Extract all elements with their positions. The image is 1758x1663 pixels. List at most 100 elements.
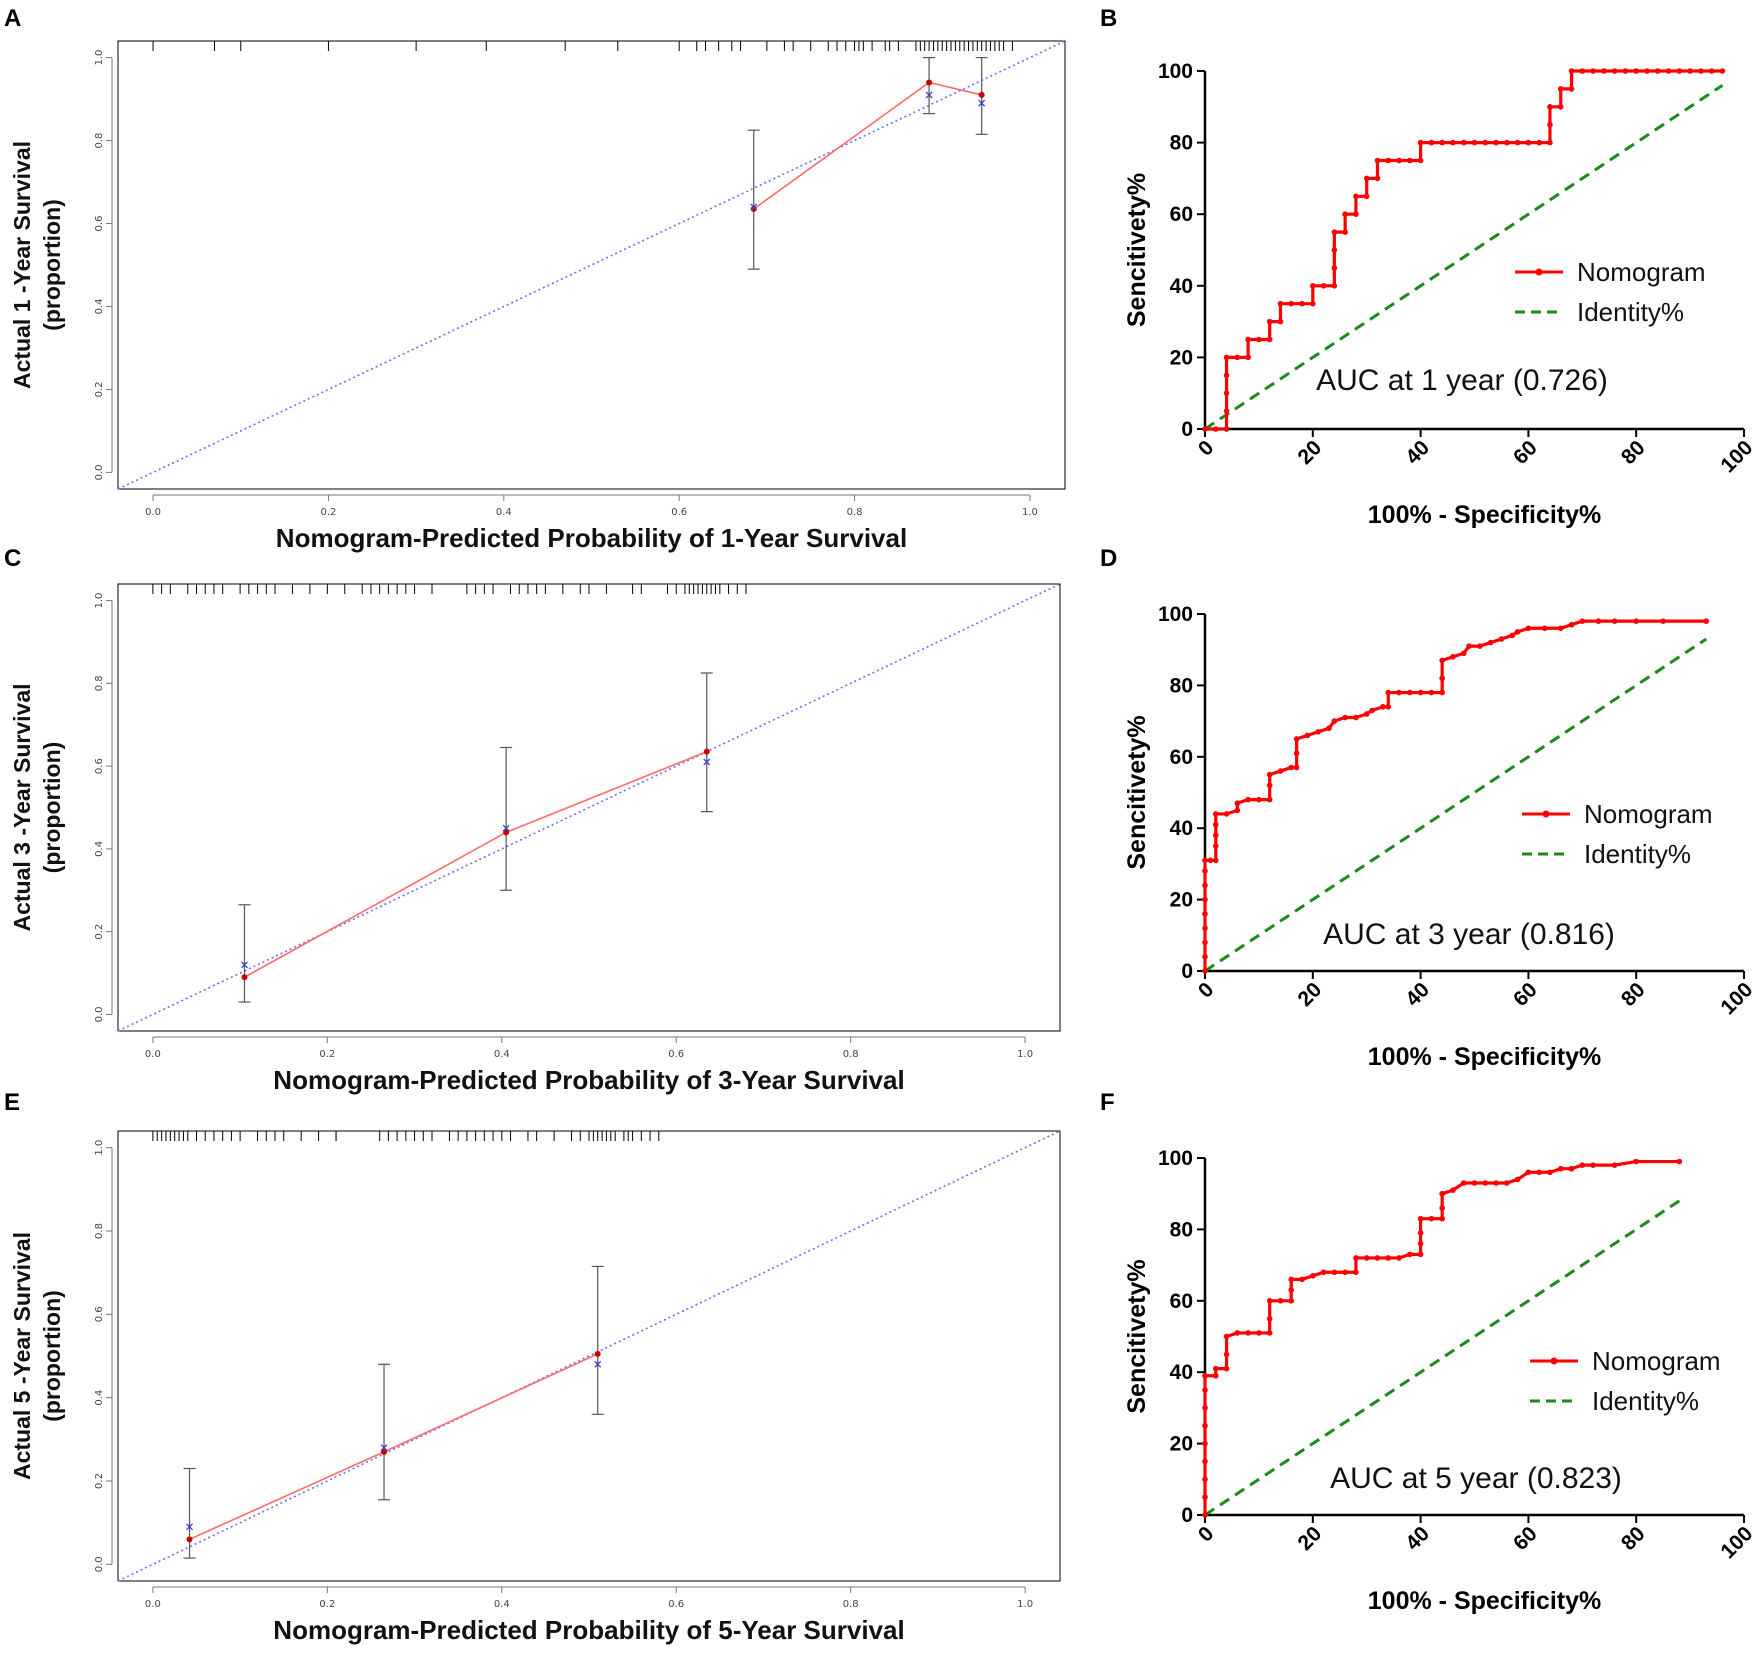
panel-letter-c: C [4, 545, 21, 572]
roc-point [1266, 771, 1273, 778]
y-axis-title: Sencitivety% [1123, 715, 1151, 869]
roc-point [1331, 1269, 1338, 1276]
legend-nomogram-marker [1542, 810, 1550, 818]
roc-point [1202, 968, 1208, 974]
x-tick-label: 40 [1401, 436, 1434, 469]
auc-annotation: AUC at 5 year (0.823) [1330, 1462, 1622, 1495]
roc-point [1266, 1330, 1273, 1336]
roc-point [1245, 336, 1251, 343]
roc-point [1288, 764, 1295, 771]
roc-point [1590, 68, 1596, 74]
roc-point [1256, 1330, 1262, 1336]
roc-point [1202, 426, 1208, 432]
roc-point [1385, 689, 1392, 696]
roc-point [1450, 139, 1456, 146]
roc-point [1536, 139, 1542, 146]
roc-point [1234, 1330, 1241, 1336]
corrected-marker [502, 824, 510, 832]
roc-point [1698, 68, 1704, 74]
roc-point [1504, 139, 1510, 146]
x-tick-label: 100 [1716, 978, 1757, 1019]
y-axis-title: Actual 5 -Year Survival [9, 1232, 35, 1480]
roc-point [1288, 1287, 1295, 1293]
roc-point [1568, 86, 1575, 92]
roc-point [1331, 247, 1338, 253]
identity-line [1204, 637, 1708, 973]
y-tick-label: 80 [1170, 1218, 1193, 1241]
x-tick-label: 40 [1401, 1522, 1434, 1555]
roc-point [1439, 139, 1445, 146]
roc-point [1234, 354, 1241, 361]
roc-point [1385, 157, 1392, 164]
roc-point [1450, 1187, 1456, 1193]
x-axis-title: 100% - Specificity% [1368, 1587, 1601, 1615]
roc-point [1611, 618, 1618, 624]
calibration-point [703, 748, 710, 755]
roc-point [1212, 1372, 1219, 1379]
roc-point [1676, 1158, 1683, 1165]
roc-point [1342, 211, 1348, 217]
y-tick-label: 100 [1158, 60, 1193, 83]
corrected-marker [594, 1360, 602, 1368]
roc-point [1407, 1251, 1413, 1258]
roc-point [1223, 1365, 1230, 1372]
roc-point [1202, 1458, 1208, 1465]
roc-point [1223, 390, 1230, 397]
roc-point [1202, 1440, 1208, 1447]
roc-point [1719, 68, 1726, 74]
roc-point [1396, 689, 1402, 696]
y-axis-subtitle: (proportion) [39, 1290, 65, 1422]
roc-point [1299, 1276, 1305, 1283]
identity-line [1204, 84, 1724, 431]
roc-point [1342, 229, 1348, 235]
roc-panel-5-year: 0 20 40 60 80 100 0 20 40 60 80 100 100% - Specifici… [1123, 1147, 1757, 1615]
y-tick-label: 40 [1170, 275, 1193, 298]
roc-point [1439, 1190, 1445, 1197]
roc-point [1708, 68, 1715, 74]
roc-point [1611, 68, 1618, 74]
roc-point [1417, 1240, 1424, 1247]
roc-point [1266, 782, 1273, 789]
x-tick-label: 0.4 [496, 507, 512, 518]
roc-point [1320, 283, 1327, 289]
panel-letter-f: F [1100, 1089, 1115, 1116]
auc-annotation: AUC at 3 year (0.816) [1323, 918, 1615, 951]
roc-point [1541, 625, 1548, 632]
x-tick-label: 0.8 [843, 1599, 859, 1610]
roc-point [1202, 911, 1208, 917]
roc-point [1590, 1162, 1596, 1168]
calibration-panel-3-year: 0.0 0.2 0.4 0.6 0.8 1.0 0.0 0.2 0.4 0.6 0.8 1.0 Nomo… [9, 583, 1061, 1095]
roc-point [1331, 229, 1338, 235]
roc-point [1212, 811, 1219, 817]
roc-point [1266, 336, 1273, 343]
x-tick-label: 1.0 [1017, 1599, 1033, 1610]
calibration-point [750, 206, 757, 212]
x-tick-label: 100 [1716, 1522, 1757, 1563]
roc-point [1439, 675, 1445, 682]
legend-identity-label: Identity% [1592, 1386, 1699, 1416]
roc-point [1256, 796, 1262, 803]
roc-point [1514, 139, 1521, 146]
roc-point [1525, 139, 1532, 146]
roc-point [1557, 86, 1564, 92]
roc-point [1202, 896, 1208, 903]
roc-point [1234, 807, 1241, 814]
legend-nomogram-marker [1535, 268, 1543, 276]
roc-point [1202, 1405, 1208, 1411]
roc-point [1234, 800, 1241, 807]
roc-point [1331, 718, 1338, 724]
roc-point [1595, 618, 1602, 624]
roc-point [1256, 336, 1262, 343]
x-tick-label: 0.8 [847, 507, 863, 518]
y-axis-title: Actual 1 -Year Survival [9, 141, 35, 389]
x-tick-label: 0 [1194, 1522, 1219, 1547]
roc-point [1202, 953, 1208, 960]
roc-point [1536, 1169, 1542, 1176]
roc-point [1202, 925, 1208, 931]
roc-point [1380, 704, 1386, 710]
calibration-panel-1-year: 0.0 0.2 0.4 0.6 0.8 1.0 0.0 0.2 0.4 0.6 0.8 1.0 Nomo… [9, 40, 1066, 553]
roc-point [1407, 689, 1413, 696]
x-tick-label: 80 [1617, 436, 1650, 469]
roc-point [1293, 736, 1300, 742]
roc-point [1223, 1333, 1230, 1340]
